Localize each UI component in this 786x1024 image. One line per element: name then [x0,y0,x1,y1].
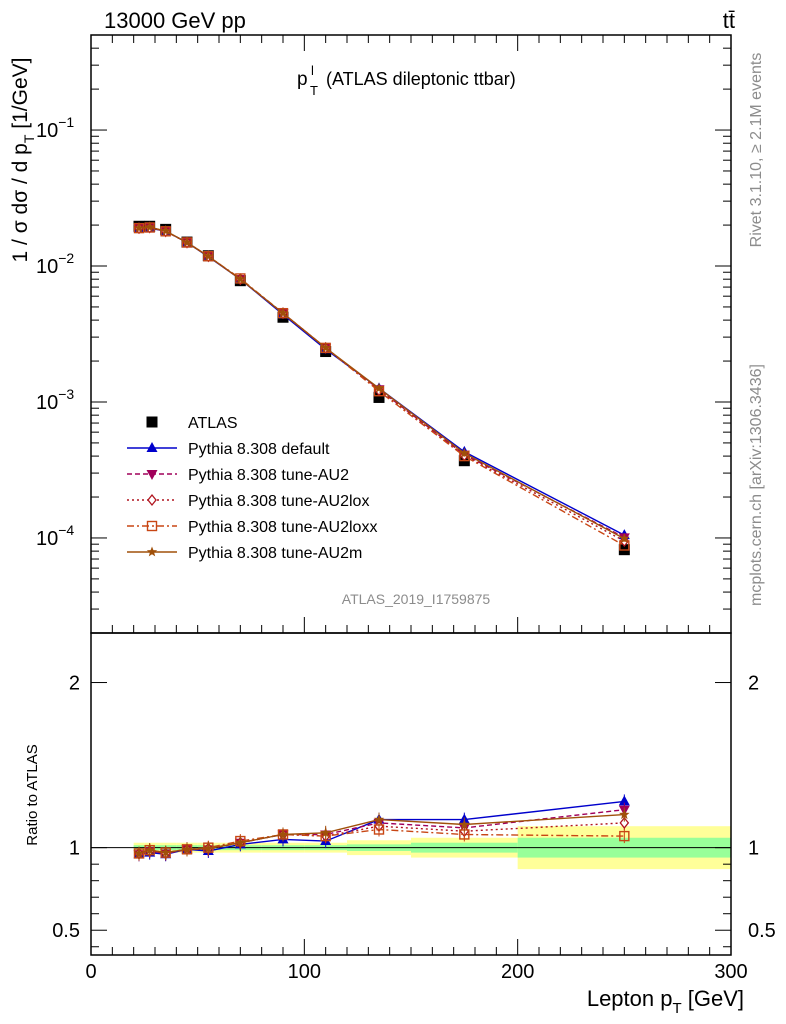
legend-marker [146,416,158,428]
legend-label: Pythia 8.308 tune-AU2m [188,545,362,562]
point-au2loxx [619,540,630,551]
legend-label: Pythia 8.308 tune-AU2loxx [188,519,377,536]
x-tick-label: 300 [714,961,747,983]
series-line-default [139,227,625,536]
point-au2m [160,225,171,236]
ratio-point-au2m [181,843,193,854]
series-line-au2 [138,226,625,539]
legend-entry-au2lox: Pythia 8.308 tune-AU2lox [127,493,369,510]
legend-entry-au2: Pythia 8.308 tune-AU2 [127,467,349,484]
x-tick-label: 0 [85,961,96,983]
ratio-line-au2 [138,809,625,855]
ratio-point-au2m [144,844,155,855]
ratio-frame [90,632,732,956]
legend-label: Pythia 8.308 tune-AU2lox [188,493,369,510]
main-title-sub: T [310,83,318,98]
point-au2m [235,273,246,284]
main-y-tick-label: 10−1 [36,114,74,142]
main-y-tick-label: 10−2 [36,250,74,278]
legend-entry-data: ATLAS [146,415,238,432]
ratio-point-default [618,795,630,806]
series-line-au2m [138,226,625,540]
ratio-point-au2m [277,829,289,839]
main-y-tick-label: 10−3 [36,386,74,414]
point-au2m [459,447,470,458]
x-tick-label: 100 [288,961,321,983]
ratio-ylabel: Ratio to ATLAS [24,744,41,845]
legend-marker [146,470,158,480]
main-panel: 10−4 10−3 10−2 10−1 p l T (ATLAS dileptonic… [9,34,732,634]
ratio-point-au2m [133,847,145,858]
point-au2m [320,342,331,353]
point-au2m [133,222,145,233]
ratio-y-tick-label-right: 2 [748,673,759,695]
point-au2m [203,250,214,261]
point-au2m [373,382,385,393]
ratio-point-au2lox [619,816,630,829]
legend-label: Pythia 8.308 tune-AU2 [188,467,349,484]
ratio-line-au2lox [138,822,625,855]
main-ylabel: 1 / σ dσ / d pT [1/GeV] [9,58,37,263]
x-tick-label: 200 [501,961,534,983]
main-y-tick-label: 10−4 [36,522,74,550]
point-au2m [144,221,155,232]
ratio-point-au2m [160,847,171,858]
legend-entry-default: Pythia 8.308 default [127,441,330,458]
ratio-panel: 0.5 0.5 1 1 2 2 0 100 200 300 Ratio to ATLAS Lept… [24,632,776,1017]
main-frame [90,34,732,634]
ratio-y-tick-label-right: 1 [748,838,759,860]
ratio-point-au2m [235,837,246,848]
mcplots-label: mcplots.cern.ch [arXiv:1306.3436] [748,364,765,606]
legend-marker [146,546,158,557]
point-data [373,391,385,403]
legend-entry-au2loxx: Pythia 8.308 tune-AU2loxx [127,519,377,536]
point-au2m [619,533,630,543]
legend-marker [146,442,158,452]
legend-label: Pythia 8.308 default [188,441,330,458]
ratio-series-au2m [133,807,630,861]
xlabel: Lepton pT [GeV] [587,986,744,1017]
rivet-label: Rivet 3.1.10, ≥ 2.1M events [748,53,765,248]
ratio-y-tick-label: 1 [69,838,80,860]
ratio-y-tick-label-right: 0.5 [748,920,776,942]
analysis-id: ATLAS_2019_I1759875 [342,591,491,607]
series-default [133,222,630,540]
ratio-point-au2m [619,809,630,820]
legend-marker [147,493,157,507]
point-au2m [181,237,193,247]
main-title-p: p [297,69,308,90]
legend-entry-au2m: Pythia 8.308 tune-AU2m [127,545,362,562]
main-title-sup: l [311,63,314,78]
legend-label: ATLAS [188,415,238,432]
ratio-y-tick-label: 0.5 [52,920,80,942]
legend-marker [146,520,158,532]
header-left: 13000 GeV pp [104,8,246,33]
ratio-point-au2m [459,819,470,829]
main-title-rest: (ATLAS dileptonic ttbar) [326,69,516,89]
header-right: tt̄ [723,8,735,33]
ratio-y-tick-label: 2 [69,673,80,695]
ratio-point-au2m [203,843,214,853]
svg-text:1 / σ dσ / d pT [1/GeV]: 1 / σ dσ / d pT [1/GeV] [9,58,37,263]
point-au2m [277,307,289,318]
legend: ATLAS Pythia 8.308 default Pythia 8.308 tu… [127,415,377,562]
ratio-point-au2loxx [619,830,630,842]
series-au2m [133,221,630,543]
ratio-point-au2m [373,814,385,824]
ratio-point-au2m [320,827,331,838]
